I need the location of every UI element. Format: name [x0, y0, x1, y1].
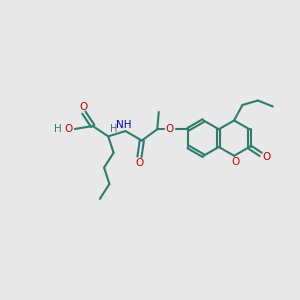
Text: H: H [54, 124, 61, 134]
Text: O: O [232, 157, 240, 167]
Text: H: H [110, 124, 117, 134]
Text: O: O [262, 152, 271, 162]
Text: O: O [166, 124, 174, 134]
Text: O: O [79, 102, 87, 112]
Text: O: O [135, 158, 144, 168]
Text: NH: NH [116, 119, 132, 130]
Text: O: O [65, 124, 73, 134]
